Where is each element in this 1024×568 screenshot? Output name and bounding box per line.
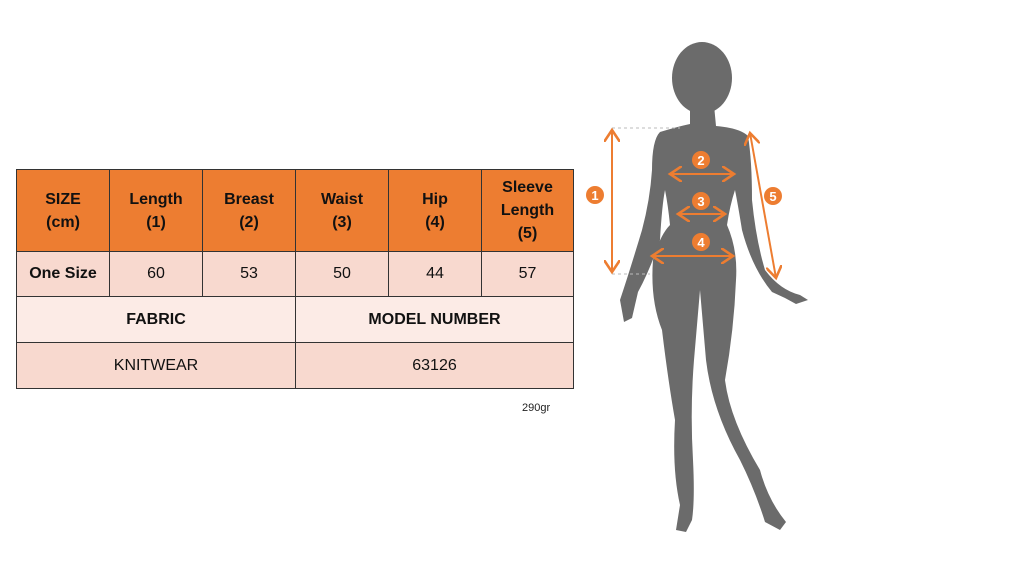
header-waist: Waist (3) (295, 169, 389, 252)
header-size: SIZE (cm) (16, 169, 110, 252)
header-length: Length (1) (109, 169, 203, 252)
header-sleeve-length: Sleeve Length (5) (481, 169, 574, 252)
marker-4-label: 4 (697, 235, 705, 250)
marker-1-label: 1 (591, 188, 598, 203)
marker-2-label: 2 (697, 153, 704, 168)
model-number-value: 63126 (295, 342, 574, 389)
size-row: One Size 60 53 50 44 57 (16, 251, 574, 297)
marker-5-label: 5 (769, 189, 776, 204)
sleeve-arrow (750, 133, 776, 278)
waist-value: 50 (295, 251, 389, 297)
hip-value: 44 (388, 251, 482, 297)
marker-1-icon (586, 186, 604, 204)
marker-3-icon (692, 192, 710, 210)
header-hip: Hip (4) (388, 169, 482, 252)
fabric-value-row: KNITWEAR 63126 (16, 342, 574, 389)
weight-label: 290gr (522, 402, 551, 414)
marker-2-icon (692, 151, 710, 169)
size-name: One Size (16, 251, 110, 297)
marker-5-icon (764, 187, 782, 205)
marker-4-icon (692, 233, 710, 251)
size-table: SIZE (cm) Length (1) Breast (2) Waist (3) Hi… (16, 169, 574, 389)
fabric-value: KNITWEAR (16, 342, 296, 389)
header-row: SIZE (cm) Length (1) Breast (2) Waist (3) Hi… (16, 169, 574, 252)
marker-3-label: 3 (697, 194, 704, 209)
sleeve-length-value: 57 (481, 251, 574, 297)
header-breast: Breast (2) (202, 169, 296, 252)
length-value: 60 (109, 251, 203, 297)
woman-silhouette (620, 42, 808, 532)
